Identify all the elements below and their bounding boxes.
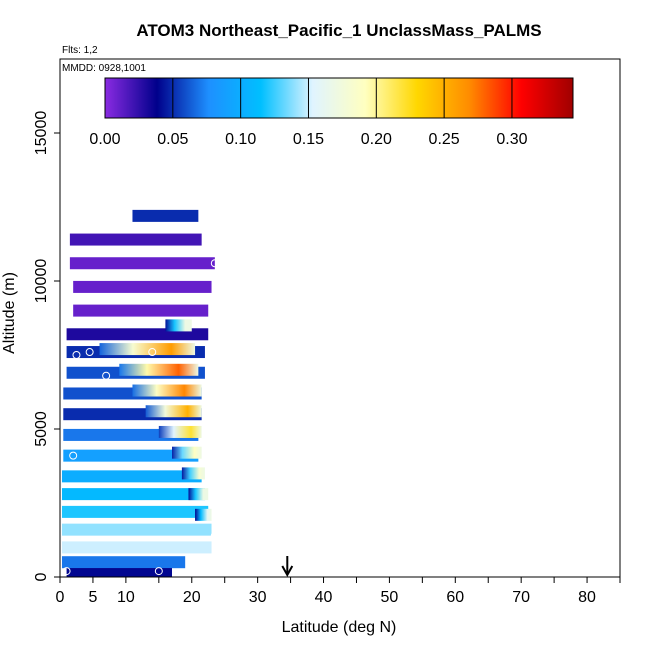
profile-point: [148, 348, 157, 357]
heatmap-cell: [66, 568, 172, 577]
heatmap-cell: [165, 319, 192, 332]
y-tick-label: 10000: [33, 259, 50, 304]
dates-annotation: MMDD: 0928,1001: [62, 63, 146, 74]
colorbar-tick-label: 0.00: [89, 131, 120, 148]
colorbar-tick-label: 0.25: [429, 131, 460, 148]
latitude-marker-arrow-head: [281, 565, 294, 578]
heatmap-cell: [61, 488, 205, 501]
colorbar-tick-label: 0.30: [496, 131, 527, 148]
x-axis-label: Latitude (deg N): [282, 619, 397, 636]
heatmap-cell: [73, 280, 212, 293]
heatmap-cell: [69, 233, 202, 246]
plot-area: [61, 197, 219, 577]
x-tick-label: 20: [183, 589, 201, 606]
profile-point: [210, 531, 219, 540]
heatmap-cell: [99, 343, 196, 356]
heatmap-cell: [188, 488, 209, 501]
colorbar-tick-label: 0.05: [157, 131, 188, 148]
x-tick-label: 60: [446, 589, 464, 606]
x-tick-label: 80: [578, 589, 596, 606]
profile-point: [184, 197, 193, 206]
plot-frame: [59, 58, 621, 578]
heatmap-cell: [158, 425, 202, 438]
x-tick-label: 0: [56, 589, 65, 606]
heatmap-cell: [61, 523, 212, 536]
chart-title: ATOM3 Northeast_Pacific_1 UnclassMass_PA…: [136, 21, 541, 40]
heatmap-cell: [132, 209, 199, 222]
profile-point: [72, 351, 81, 359]
y-tick-label: 0: [33, 572, 50, 581]
profile-point: [62, 567, 71, 576]
profile-point: [69, 451, 78, 460]
heatmap-cell: [181, 467, 205, 480]
heatmap-cell: [61, 541, 212, 554]
heatmap-cell: [119, 363, 199, 376]
heatmap-cell: [61, 556, 186, 569]
profile-point: [102, 371, 111, 380]
heatmap-cell: [69, 257, 215, 270]
y-tick-label: 15000: [33, 111, 50, 156]
heatmap-cell: [61, 470, 202, 483]
heatmap-cell: [132, 384, 202, 397]
x-tick-label: 30: [249, 589, 267, 606]
x-tick-label: 40: [315, 589, 333, 606]
profile-point: [85, 348, 94, 357]
colorbar-tick-label: 0.10: [225, 131, 256, 148]
colorbar-tick-label: 0.20: [361, 131, 392, 148]
heatmap-cell: [145, 405, 202, 418]
x-tick-label: 70: [512, 589, 530, 606]
x-tick-label: 5: [88, 589, 97, 606]
y-tick-label: 5000: [33, 411, 50, 447]
heatmap-cell: [61, 505, 209, 518]
profile-point: [210, 259, 219, 268]
heatmap-cell: [63, 449, 199, 462]
colorbar: [104, 77, 574, 119]
x-tick-label: 10: [117, 589, 135, 606]
colorbar-tick-label: 0.15: [293, 131, 324, 148]
profile-point: [69, 220, 78, 229]
x-tick-label: 50: [381, 589, 399, 606]
y-axis-label: Altitude (m): [1, 272, 18, 354]
flights-annotation: Flts: 1,2: [62, 45, 98, 56]
heatmap-cell: [73, 304, 209, 317]
heatmap-cell: [195, 508, 212, 521]
profile-point: [154, 567, 163, 576]
heatmap-cell: [172, 446, 202, 459]
